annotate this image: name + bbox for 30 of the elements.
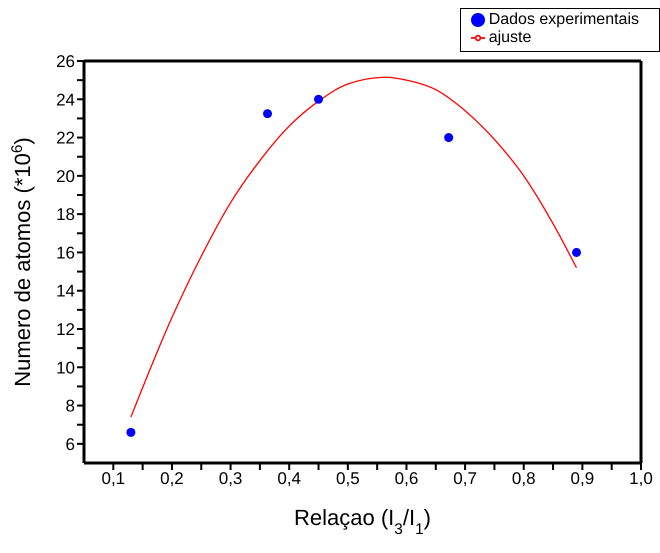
line-series	[130, 76, 578, 418]
x-axis-title: Relaçao (I$_{3}$/I$_{1}$)	[294, 505, 431, 538]
point	[263, 109, 272, 118]
x-tick-label: 0,9	[570, 469, 594, 488]
y-tick-label: 16	[56, 243, 75, 262]
point	[314, 94, 324, 104]
x-tick-label: 1,0	[629, 469, 653, 488]
y-tick-label: 24	[56, 90, 75, 110]
x-tick-label: 0,5	[336, 469, 360, 488]
x-tick-label: 0,8	[512, 469, 536, 488]
point	[126, 428, 136, 437]
legend-label: Dados experimentais	[488, 11, 639, 28]
point	[572, 248, 582, 257]
point	[444, 133, 454, 142]
y-tick-label: 10	[56, 358, 75, 378]
y-tick-label: 6	[66, 434, 75, 454]
y-tick-label: 26	[56, 52, 75, 72]
x-tick-label: 0,3	[218, 469, 242, 488]
y-tick-label: 12	[56, 320, 75, 340]
legend-label: ajuste	[488, 29, 532, 46]
x-tick-label: 0,4	[277, 469, 302, 488]
y-tick-label: 14	[56, 282, 75, 301]
y-tick-label: 18	[56, 205, 75, 224]
x-tick-label: 0,2	[160, 469, 184, 488]
x-tick-label: 0,1	[101, 469, 126, 488]
x-tick-label: 0,6	[394, 469, 418, 488]
y-tick-label: 22	[56, 128, 75, 148]
x-tick-label: 0,7	[453, 469, 477, 488]
y-tick-label: 8	[66, 396, 75, 416]
y-tick-label: 20	[56, 166, 75, 186]
